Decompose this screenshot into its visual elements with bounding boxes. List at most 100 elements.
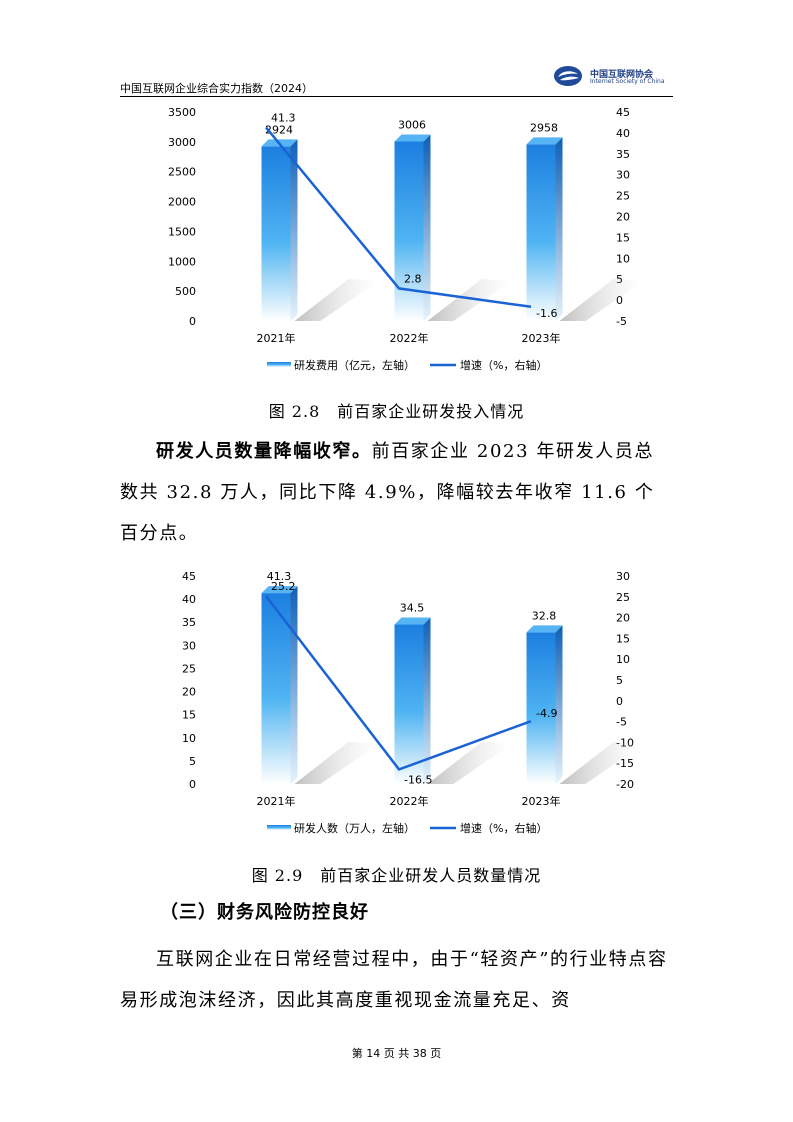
rd-expense-chart: 0500100015002000250030003500-50510152025…: [168, 106, 644, 372]
header-title: 中国互联网企业综合实力指数（2024）: [120, 82, 313, 95]
left-axis-tick-label: 0: [189, 315, 196, 328]
growth-line: [265, 126, 532, 309]
line-data-label: -4.9: [536, 707, 557, 720]
bar-front: [261, 146, 291, 321]
left-axis-tick-label: 2000: [168, 196, 196, 209]
bar-shadow: [427, 742, 512, 784]
bar-data-label: 34.5: [400, 602, 425, 615]
right-axis-tick-label: 30: [616, 570, 630, 583]
right-axis-tick-label: 30: [616, 169, 630, 182]
right-axis-tick-label: 20: [616, 211, 630, 224]
bar-side: [290, 139, 298, 321]
bar-front: [526, 144, 556, 321]
section-heading: （三）财务风险防控良好: [160, 902, 369, 923]
bar-side: [423, 617, 431, 784]
left-axis-tick-label: 2500: [168, 166, 196, 179]
left-axis-tick-label: 5: [189, 755, 196, 768]
right-axis-tick-label: -15: [616, 757, 634, 770]
left-axis-tick-label: 35: [182, 616, 196, 629]
paragraph-text: 前百家企业 2023 年研发人员总数共 32.8 万人，同比下降 4.9%，降幅…: [120, 441, 655, 544]
left-axis-tick-label: 1500: [168, 225, 196, 238]
legend-bar-label: 研发人数（万人，左轴）: [294, 821, 415, 835]
right-axis-tick-label: 15: [616, 632, 630, 645]
page-footer: 第 14 页 共 38 页: [351, 1047, 442, 1060]
right-axis-tick-label: 0: [616, 695, 623, 708]
bar-data-label: 41.3: [267, 570, 292, 583]
right-axis-tick-label: -20: [616, 778, 634, 791]
legend-line-label: 增速（%，右轴）: [460, 821, 547, 835]
right-axis-tick-label: 10: [616, 252, 630, 265]
category-label: 2021年: [257, 794, 296, 808]
line-data-label: 25.2: [271, 580, 296, 593]
right-axis-tick-label: 20: [616, 612, 630, 625]
category-label: 2023年: [522, 794, 561, 808]
category-label: 2022年: [390, 331, 429, 345]
right-axis-tick-label: 5: [616, 674, 623, 687]
bar-shadow: [559, 279, 644, 321]
left-axis-tick-label: 500: [175, 285, 196, 298]
left-axis-tick-label: 20: [182, 686, 196, 699]
isc-logo-icon: [554, 66, 582, 86]
paragraph-finance: 互联网企业在日常经营过程中，由于“轻资产”的行业特点容易形成泡沫经济，因此其高度…: [120, 939, 673, 1021]
left-axis-tick-label: 40: [182, 593, 196, 606]
figure-caption-2-9: 图 2.9 前百家企业研发人员数量情况: [251, 866, 542, 885]
category-label: 2023年: [522, 331, 561, 345]
line-data-label: 2.8: [404, 272, 422, 285]
left-axis-tick-label: 30: [182, 639, 196, 652]
growth-line: [265, 595, 532, 771]
line-data-label: -1.6: [536, 307, 557, 320]
bar-shadow: [427, 279, 512, 321]
right-axis-tick-label: 0: [616, 294, 623, 307]
legend-line-label: 增速（%，右轴）: [460, 358, 547, 372]
category-label: 2022年: [390, 794, 429, 808]
left-axis-tick-label: 25: [182, 662, 196, 675]
bar-shadow: [294, 742, 379, 784]
right-axis-tick-label: 25: [616, 591, 630, 604]
legend-bar-swatch: [267, 825, 291, 830]
paragraph-bold-lead: 研发人员数量降幅收窄。: [156, 441, 372, 462]
left-axis-tick-label: 0: [189, 778, 196, 791]
right-axis-tick-label: 10: [616, 653, 630, 666]
rd-staff-chart: 051015202530354045-20-15-10-505101520253…: [182, 570, 644, 835]
logo-text-en: Internet Society of China: [590, 78, 665, 85]
bar-front: [526, 632, 556, 784]
category-label: 2021年: [257, 331, 296, 345]
bar-data-label: 3006: [398, 118, 426, 131]
right-axis-tick-label: -5: [616, 716, 627, 729]
bar-side: [423, 134, 431, 321]
left-axis-tick-label: 1000: [168, 255, 196, 268]
right-axis-tick-label: 15: [616, 231, 630, 244]
left-axis-tick-label: 3500: [168, 106, 196, 119]
right-axis-tick-label: 45: [616, 106, 630, 119]
right-axis-tick-label: 35: [616, 148, 630, 161]
line-data-label: 41.3: [271, 111, 296, 124]
bar-shadow: [559, 742, 644, 784]
paragraph-text: 互联网企业在日常经营过程中，由于“轻资产”的行业特点容易形成泡沫经济，因此其高度…: [120, 949, 668, 1011]
header-rule: [120, 96, 673, 97]
bar-top: [394, 617, 431, 625]
legend-bar-swatch: [267, 362, 291, 367]
figure-caption-2-8: 图 2.8 前百家企业研发投入情况: [268, 402, 525, 421]
right-axis-tick-label: 40: [616, 127, 630, 140]
right-axis-tick-label: 25: [616, 190, 630, 203]
bar-data-label: 32.8: [532, 609, 557, 622]
bar-side: [555, 625, 563, 784]
bar-top: [526, 137, 563, 145]
logo-text-cn: 中国互联网协会: [590, 70, 654, 80]
bar-top: [394, 134, 431, 142]
left-axis-tick-label: 10: [182, 732, 196, 745]
bar-shadow: [294, 279, 379, 321]
paragraph-rd-staff: 研发人员数量降幅收窄。前百家企业 2023 年研发人员总数共 32.8 万人，同…: [120, 431, 673, 554]
left-axis-tick-label: 45: [182, 570, 196, 583]
right-axis-tick-label: -5: [616, 315, 627, 328]
left-axis-tick-label: 15: [182, 709, 196, 722]
bar-top: [261, 586, 298, 594]
bar-side: [555, 137, 563, 321]
line-data-label: -16.5: [404, 773, 432, 786]
bar-top: [526, 625, 563, 633]
bar-side: [290, 586, 298, 784]
bar-front: [261, 593, 291, 784]
bar-front: [394, 141, 424, 321]
bar-front: [394, 624, 424, 784]
left-axis-tick-label: 3000: [168, 136, 196, 149]
